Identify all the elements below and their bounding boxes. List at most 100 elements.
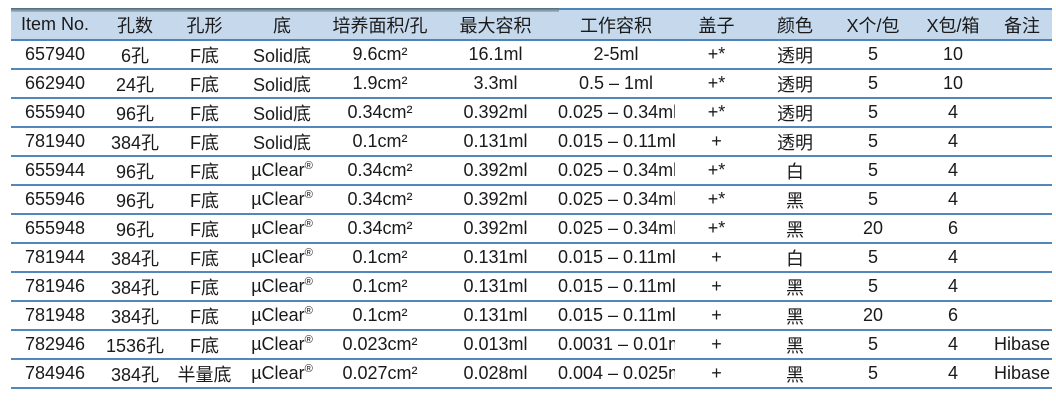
cell-max-volume: 0.131ml [434, 127, 557, 157]
cell-max-volume: 0.392ml [434, 156, 557, 186]
cell-color: 透明 [758, 98, 832, 128]
table-row: 655944 96孔 F底 µClear® 0.34cm² 0.392ml 0.025 – … [11, 156, 1052, 186]
cell-working-volume: 0.015 – 0.11ml [557, 243, 675, 273]
column-header-growth-area: 培养面积/孔 [326, 8, 434, 41]
cell-packs-per-case: 4 [914, 330, 992, 360]
table-row: 655940 96孔 F底 Solid底 0.34cm² 0.392ml 0.025 – 0… [11, 98, 1052, 128]
cell-well-count: 384孔 [99, 359, 171, 389]
table-row: 655948 96孔 F底 µClear® 0.34cm² 0.392ml 0.025 – … [11, 214, 1052, 244]
column-header-working-volume: 工作容积 [557, 8, 675, 41]
cell-growth-area: 0.1cm² [326, 243, 434, 273]
header-row: Item No. 孔数 孔形底培养面积/孔 最大容积 工作容积 盖子 颜色 X个/包 X包/箱备… [11, 8, 1052, 41]
cell-notes [992, 243, 1052, 273]
cell-color: 黑 [758, 359, 832, 389]
cell-working-volume: 0.025 – 0.34ml [557, 185, 675, 215]
cell-working-volume: 0.025 – 0.34ml [557, 98, 675, 128]
cell-lid: +* [675, 214, 758, 244]
cell-max-volume: 0.028ml [434, 359, 557, 389]
column-header-well-shape: 孔形 [171, 8, 238, 41]
cell-growth-area: 0.1cm² [326, 272, 434, 302]
cell-bottom: µClear® [238, 330, 326, 360]
cell-working-volume: 0.5 – 1ml [557, 69, 675, 99]
column-header-bottom: 底 [238, 8, 326, 41]
cell-max-volume: 0.013ml [434, 330, 557, 360]
cell-pcs-per-pack: 5 [832, 243, 914, 273]
column-header-notes: 备注 [992, 8, 1052, 41]
cell-packs-per-case: 6 [914, 301, 992, 331]
cell-packs-per-case: 4 [914, 359, 992, 389]
cell-bottom: µClear® [238, 156, 326, 186]
cell-pcs-per-pack: 5 [832, 359, 914, 389]
cell-bottom: µClear® [238, 185, 326, 215]
cell-growth-area: 0.027cm² [326, 359, 434, 389]
cell-growth-area: 1.9cm² [326, 69, 434, 99]
cell-pcs-per-pack: 5 [832, 156, 914, 186]
cell-working-volume: 2-5ml [557, 40, 675, 70]
cell-well-shape: F底 [171, 243, 238, 273]
cell-lid: + [675, 272, 758, 302]
cell-lid: +* [675, 98, 758, 128]
cell-item-no: 655946 [11, 185, 99, 215]
table-row: 657940 6孔 F底 Solid底 9.6cm² 16.1ml 2-5ml +* 透明 5 10 [11, 40, 1052, 70]
cell-max-volume: 0.131ml [434, 243, 557, 273]
cell-color: 白 [758, 243, 832, 273]
column-header-max-volume: 最大容积 [434, 8, 557, 41]
cell-color: 白 [758, 156, 832, 186]
cell-notes: Hibase [992, 359, 1052, 389]
cell-growth-area: 0.1cm² [326, 127, 434, 157]
cell-packs-per-case: 4 [914, 243, 992, 273]
cell-pcs-per-pack: 5 [832, 185, 914, 215]
cell-pcs-per-pack: 5 [832, 69, 914, 99]
table-row: 662940 24孔 F底 Solid底 1.9cm² 3.3ml 0.5 – 1ml +* 透… [11, 69, 1052, 99]
cell-well-shape: F底 [171, 214, 238, 244]
cell-color: 黑 [758, 185, 832, 215]
cell-lid: + [675, 243, 758, 273]
cell-well-shape: F底 [171, 69, 238, 99]
cell-item-no: 655948 [11, 214, 99, 244]
cell-max-volume: 3.3ml [434, 69, 557, 99]
table-row: 781948 384孔 F底 µClear® 0.1cm² 0.131ml 0.015 – … [11, 301, 1052, 331]
table-row: 784946 384孔 半量底 µClear® 0.027cm² 0.028ml 0.004… [11, 359, 1052, 389]
cell-notes [992, 301, 1052, 331]
cell-bottom: µClear® [238, 272, 326, 302]
cell-bottom: µClear® [238, 243, 326, 273]
cell-working-volume: 0.015 – 0.11ml [557, 127, 675, 157]
cell-notes [992, 214, 1052, 244]
column-header-item-no: Item No. [11, 8, 99, 41]
cell-bottom: µClear® [238, 214, 326, 244]
table-row: 781946 384孔 F底 µClear® 0.1cm² 0.131ml 0.015 – … [11, 272, 1052, 302]
cell-growth-area: 0.34cm² [326, 98, 434, 128]
cell-lid: +* [675, 69, 758, 99]
cell-well-count: 96孔 [99, 214, 171, 244]
cell-working-volume: 0.004 – 0.025ml [557, 359, 675, 389]
cell-notes [992, 127, 1052, 157]
cell-packs-per-case: 4 [914, 185, 992, 215]
cell-pcs-per-pack: 20 [832, 214, 914, 244]
cell-bottom: µClear® [238, 301, 326, 331]
cell-item-no: 784946 [11, 359, 99, 389]
cell-max-volume: 0.131ml [434, 272, 557, 302]
column-header-well-count: 孔数 [99, 8, 171, 41]
cell-packs-per-case: 6 [914, 214, 992, 244]
cell-notes [992, 272, 1052, 302]
cell-growth-area: 0.1cm² [326, 301, 434, 331]
cell-item-no: 657940 [11, 40, 99, 70]
cell-packs-per-case: 10 [914, 69, 992, 99]
cell-well-count: 96孔 [99, 185, 171, 215]
column-header-pcs-per-pack: X个/包 [832, 8, 914, 41]
cell-bottom: Solid底 [238, 40, 326, 70]
cell-packs-per-case: 4 [914, 156, 992, 186]
cell-lid: + [675, 359, 758, 389]
cell-growth-area: 0.023cm² [326, 330, 434, 360]
table-row: 781940 384孔 F底 Solid底 0.1cm² 0.131ml 0.015 – 0… [11, 127, 1052, 157]
cropped-title-bar [11, 8, 559, 12]
cell-well-shape: 半量底 [171, 359, 238, 389]
cell-well-shape: F底 [171, 98, 238, 128]
cell-pcs-per-pack: 5 [832, 272, 914, 302]
cell-color: 黑 [758, 330, 832, 360]
cell-lid: + [675, 330, 758, 360]
cell-packs-per-case: 4 [914, 127, 992, 157]
table-body: 657940 6孔 F底 Solid底 9.6cm² 16.1ml 2-5ml +* 透明 5 10… [11, 40, 1052, 389]
table-row: 655946 96孔 F底 µClear® 0.34cm² 0.392ml 0.025 – … [11, 185, 1052, 215]
cell-growth-area: 0.34cm² [326, 156, 434, 186]
